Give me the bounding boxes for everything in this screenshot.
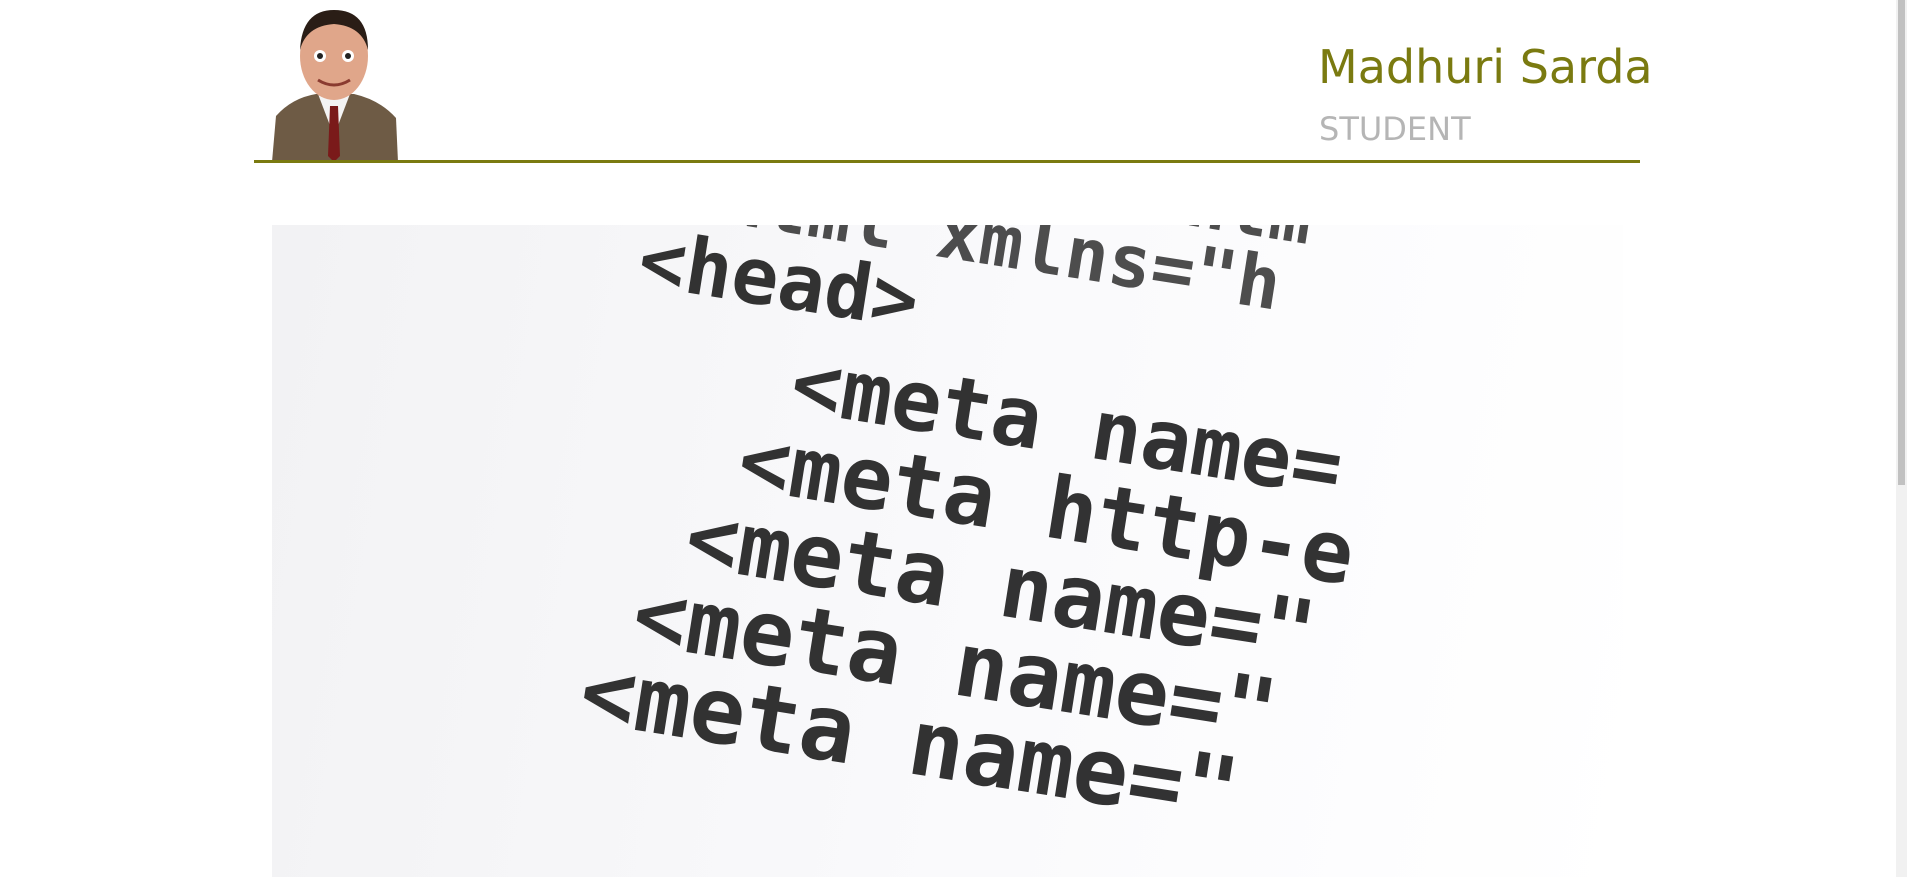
hero-image: <!DOCTYPE htm<html xmlns="h<head><meta n… xyxy=(272,225,1623,877)
hero-code: <!DOCTYPE htm<html xmlns="h<head><meta n… xyxy=(573,225,1361,846)
header-rule xyxy=(254,160,1640,163)
user-name: Madhuri Sarda xyxy=(1318,40,1653,94)
scrollbar[interactable] xyxy=(1896,0,1907,877)
scroll-thumb[interactable] xyxy=(1898,0,1905,485)
avatar xyxy=(272,10,398,162)
user-role: STUDENT xyxy=(1319,110,1471,148)
